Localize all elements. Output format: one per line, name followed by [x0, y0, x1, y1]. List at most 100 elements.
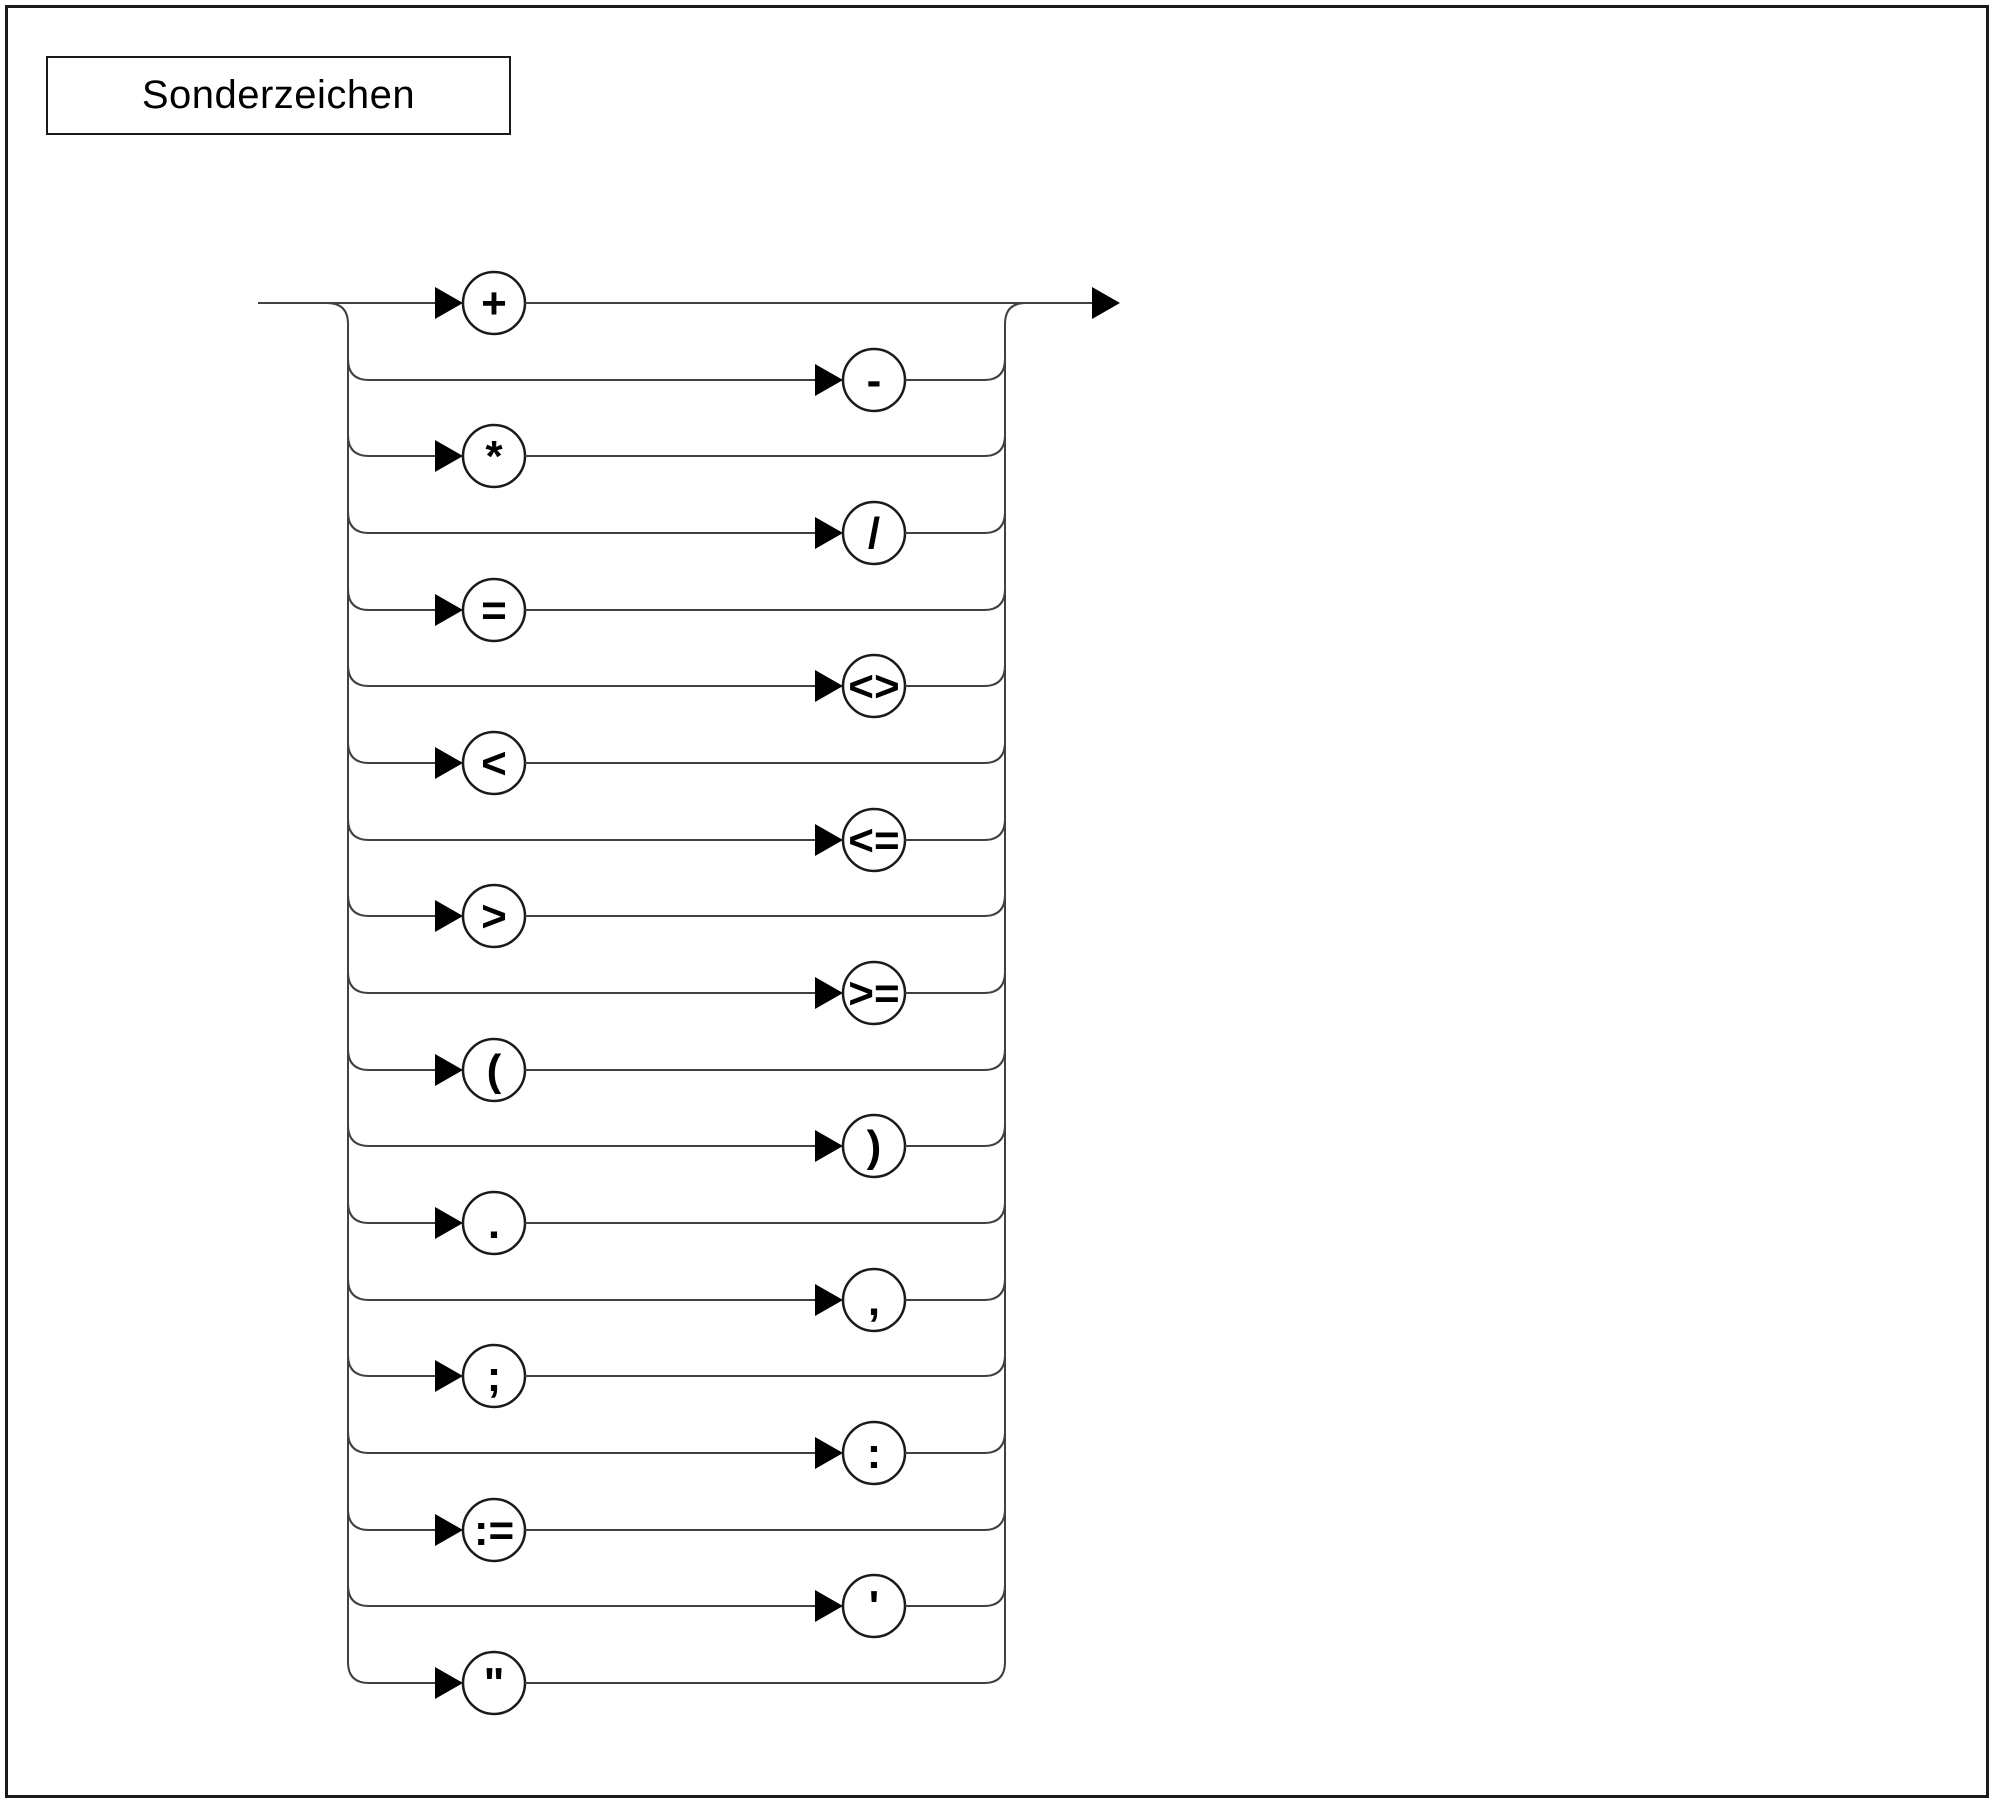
terminal-symbol: , — [868, 1276, 880, 1325]
right-branch-curve — [983, 511, 1006, 534]
terminal-symbol: := — [474, 1506, 514, 1555]
right-branch-curve — [983, 1584, 1006, 1607]
right-branch-curve — [983, 1661, 1006, 1684]
branch-row: < — [347, 730, 1006, 796]
left-branch-curve — [347, 1278, 370, 1301]
right-branch-curve — [983, 1508, 1006, 1531]
diagram-title: Sonderzeichen — [141, 73, 416, 117]
right-branch-curve — [983, 1278, 1006, 1301]
left-branch-curve — [347, 741, 370, 764]
arrow-icon — [435, 1667, 463, 1699]
terminal-symbol: = — [481, 586, 507, 635]
terminal-symbol: > — [481, 892, 507, 941]
arrow-icon — [435, 747, 463, 779]
terminal-symbol: < — [481, 739, 507, 788]
branch-row: ( — [347, 1037, 1006, 1103]
arrow-icon — [815, 824, 843, 856]
arrow-icon — [815, 1437, 843, 1469]
arrow-icon — [815, 364, 843, 396]
branch-row: <= — [347, 807, 1006, 873]
right-branch-curve — [983, 1354, 1006, 1377]
terminal-symbol: + — [481, 279, 507, 328]
terminal-symbol: . — [488, 1199, 500, 1248]
branch-row: := — [347, 1497, 1006, 1563]
right-branch-curve — [983, 664, 1006, 687]
branch-row: " — [347, 1650, 1006, 1716]
left-branch-curve — [347, 1354, 370, 1377]
right-branch-curve — [983, 1201, 1006, 1224]
arrow-icon — [815, 670, 843, 702]
diagram-title-box: Sonderzeichen — [46, 56, 511, 135]
right-branch-curve — [983, 971, 1006, 994]
branch-row: >= — [347, 960, 1006, 1026]
branch-row: = — [347, 577, 1006, 643]
arrow-icon — [435, 1054, 463, 1086]
branch-row: , — [347, 1267, 1006, 1333]
left-branch-curve — [347, 1661, 370, 1684]
right-branch-curve — [983, 1048, 1006, 1071]
left-branch-curve — [347, 434, 370, 457]
left-branch-curve — [347, 511, 370, 534]
terminal-symbol: ' — [869, 1582, 879, 1631]
arrow-icon — [435, 1360, 463, 1392]
branch-row: ; — [347, 1343, 1006, 1409]
branch-row: * — [347, 423, 1006, 489]
left-branch-curve — [347, 1508, 370, 1531]
left-branch-curve — [347, 1124, 370, 1147]
branch-row: / — [347, 500, 1006, 566]
terminal-symbol: - — [867, 356, 882, 405]
arrow-icon — [815, 1590, 843, 1622]
arrow-icon — [815, 1130, 843, 1162]
right-branch-curve — [983, 1431, 1006, 1454]
branch-row: ) — [347, 1113, 1006, 1179]
left-branch-curve — [347, 818, 370, 841]
left-branch-curve — [347, 971, 370, 994]
left-branch-curve — [347, 1048, 370, 1071]
terminal-symbol: : — [867, 1429, 882, 1478]
left-rail-top-curve — [326, 302, 349, 325]
right-branch-curve — [983, 434, 1006, 457]
right-branch-curve — [983, 894, 1006, 917]
branch-row: - — [347, 347, 1006, 413]
right-branch-curve — [983, 818, 1006, 841]
terminal-symbol: <= — [848, 816, 899, 865]
terminal-symbol: " — [484, 1659, 505, 1708]
left-branch-curve — [347, 1431, 370, 1454]
arrow-icon — [815, 517, 843, 549]
branch-row: <> — [347, 653, 1006, 719]
arrow-icon — [435, 440, 463, 472]
exit-arrow-icon — [1092, 287, 1120, 319]
right-branch-curve — [983, 741, 1006, 764]
left-branch-curve — [347, 1201, 370, 1224]
terminal-symbol: >= — [848, 969, 899, 1018]
arrow-icon — [815, 1284, 843, 1316]
branch-row: ' — [347, 1573, 1006, 1639]
left-branch-curve — [347, 1584, 370, 1607]
left-branch-curve — [347, 588, 370, 611]
terminal-symbol: / — [868, 509, 880, 558]
branch-row: > — [347, 883, 1006, 949]
terminal-symbol: <> — [848, 662, 899, 711]
right-rail-top-curve — [1004, 302, 1027, 325]
branch-row: . — [347, 1190, 1006, 1256]
arrow-icon — [435, 1207, 463, 1239]
arrow-icon — [435, 594, 463, 626]
arrow-icon — [435, 900, 463, 932]
left-branch-curve — [347, 358, 370, 381]
right-branch-curve — [983, 1124, 1006, 1147]
terminal-symbol: ; — [487, 1352, 502, 1401]
terminal-symbol: ) — [867, 1122, 882, 1171]
terminal-symbol: * — [485, 432, 503, 481]
arrow-icon — [815, 977, 843, 1009]
terminal-symbol: ( — [487, 1046, 502, 1095]
arrow-icon — [435, 287, 463, 319]
branch-row: : — [347, 1420, 1006, 1486]
right-branch-curve — [983, 588, 1006, 611]
right-branch-curve — [983, 358, 1006, 381]
left-branch-curve — [347, 894, 370, 917]
arrow-icon — [435, 1514, 463, 1546]
left-branch-curve — [347, 664, 370, 687]
branch-row: + — [258, 270, 1120, 336]
